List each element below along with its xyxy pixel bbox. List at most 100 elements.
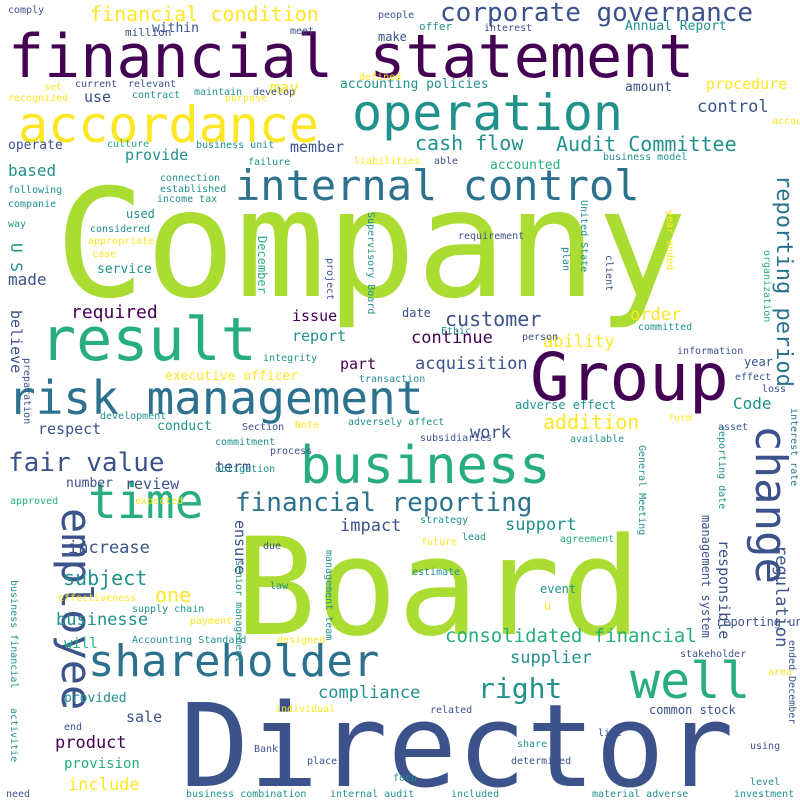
cloud-word: designed: [277, 635, 326, 646]
cloud-word: liabilities: [354, 156, 421, 167]
cloud-word: December: [255, 236, 269, 294]
cloud-word: year ended: [664, 210, 675, 271]
cloud-word: accounted: [490, 158, 561, 173]
cloud-word: future: [421, 537, 458, 548]
cloud-word: report: [292, 327, 347, 345]
cloud-word: plan: [560, 247, 571, 272]
cloud-word: connection: [160, 173, 221, 184]
cloud-word: financial statement: [8, 22, 695, 92]
cloud-word: income tax: [157, 194, 218, 205]
cloud-word: information: [677, 346, 744, 357]
cloud-word: individual: [275, 704, 336, 715]
cloud-word: accordance: [18, 96, 320, 154]
cloud-word: ability: [543, 332, 615, 352]
cloud-word: culture: [107, 139, 150, 150]
cloud-word: due: [263, 541, 282, 552]
cloud-word: failure: [248, 157, 291, 168]
cloud-word: need: [6, 789, 31, 800]
cloud-word: reporting date: [716, 425, 727, 510]
cloud-word: process: [270, 446, 313, 457]
cloud-word: accounting policies: [340, 77, 489, 92]
cloud-word: U S: [7, 243, 26, 272]
cloud-word: amount: [625, 80, 672, 95]
cloud-word: United State: [578, 200, 589, 273]
cloud-word: appropriate: [88, 236, 155, 247]
cloud-word: term: [215, 458, 252, 476]
cloud-word: Accounting Standard: [132, 635, 247, 646]
cloud-word: commitment: [215, 437, 276, 448]
cloud-word: review: [125, 475, 180, 493]
cloud-word: Ethic: [441, 326, 472, 337]
cloud-word: increase: [68, 538, 150, 558]
cloud-word: risk management: [8, 371, 424, 425]
cloud-word: operate: [8, 138, 63, 153]
cloud-word: determined: [511, 756, 572, 767]
cloud-word: include: [68, 775, 140, 795]
cloud-word: organization: [761, 250, 772, 323]
cloud-word: year: [744, 355, 773, 369]
cloud-word: sale: [126, 708, 163, 726]
cloud-word: internal audit: [330, 789, 415, 800]
cloud-word: provision: [64, 756, 140, 772]
cloud-word: addition: [543, 410, 640, 434]
cloud-word: develop: [253, 87, 296, 98]
cloud-word: current: [75, 79, 118, 90]
cloud-word: Annual Report: [625, 19, 727, 34]
cloud-word: respect: [38, 420, 102, 438]
cloud-word: impact: [340, 516, 402, 536]
cloud-word: business model: [603, 152, 688, 163]
cloud-word: contract: [132, 90, 181, 101]
cloud-word: defined: [359, 72, 402, 83]
cloud-word: senior management: [233, 560, 244, 663]
cloud-word: lead: [462, 532, 487, 543]
cloud-word: result: [40, 305, 257, 375]
cloud-word: reporting unit: [716, 615, 800, 629]
cloud-word: continue: [411, 328, 493, 348]
cloud-word: financial reporting: [235, 488, 533, 518]
cloud-word: supplier: [510, 648, 592, 668]
cloud-word: acquisition: [415, 354, 528, 374]
cloud-word: support: [505, 515, 577, 535]
cloud-word: based: [8, 161, 57, 180]
cloud-word: businesse: [56, 610, 149, 630]
cloud-word: provide: [125, 146, 189, 164]
cloud-word: stakeholder: [680, 649, 747, 660]
cloud-word: established: [160, 184, 227, 195]
cloud-word: asset: [718, 422, 749, 433]
cloud-word: Bank: [254, 744, 279, 755]
cloud-word: customer: [445, 307, 542, 331]
cloud-word: common stock: [649, 703, 736, 717]
cloud-word: consolidated financial: [445, 625, 697, 647]
cloud-word: fair value: [8, 448, 165, 478]
cloud-word: estimate: [412, 567, 461, 578]
cloud-word: conduct: [157, 419, 212, 434]
cloud-word: line: [598, 728, 623, 739]
cloud-word: management team: [323, 550, 334, 641]
cloud-word: preparation: [21, 358, 32, 425]
cloud-word: subsidiaries: [420, 433, 493, 444]
cloud-word: project: [324, 258, 335, 301]
cloud-word: integrity: [263, 353, 318, 364]
cloud-word: shareholder: [88, 636, 380, 687]
cloud-word: using: [750, 741, 781, 752]
cloud-word: financial condition: [90, 2, 319, 26]
cloud-word: part: [340, 355, 377, 373]
cloud-word: internal control: [235, 161, 640, 210]
cloud-word: place: [307, 756, 338, 767]
cloud-word: account: [772, 116, 800, 127]
cloud-word: end: [64, 722, 83, 733]
cloud-word: date: [402, 306, 431, 320]
cloud-word: people: [378, 10, 415, 21]
cloud-word: companie: [8, 199, 57, 210]
cloud-word: Director: [180, 680, 734, 800]
cloud-word: order: [630, 305, 682, 325]
cloud-word: form: [668, 413, 693, 424]
cloud-word: used: [126, 207, 155, 221]
cloud-word: product: [55, 733, 127, 753]
cloud-word: level: [750, 777, 781, 788]
cloud-word: related: [430, 705, 473, 716]
cloud-word: relevant: [128, 79, 177, 90]
cloud-word: supply chain: [132, 604, 205, 615]
cloud-word: agreement: [560, 534, 615, 545]
